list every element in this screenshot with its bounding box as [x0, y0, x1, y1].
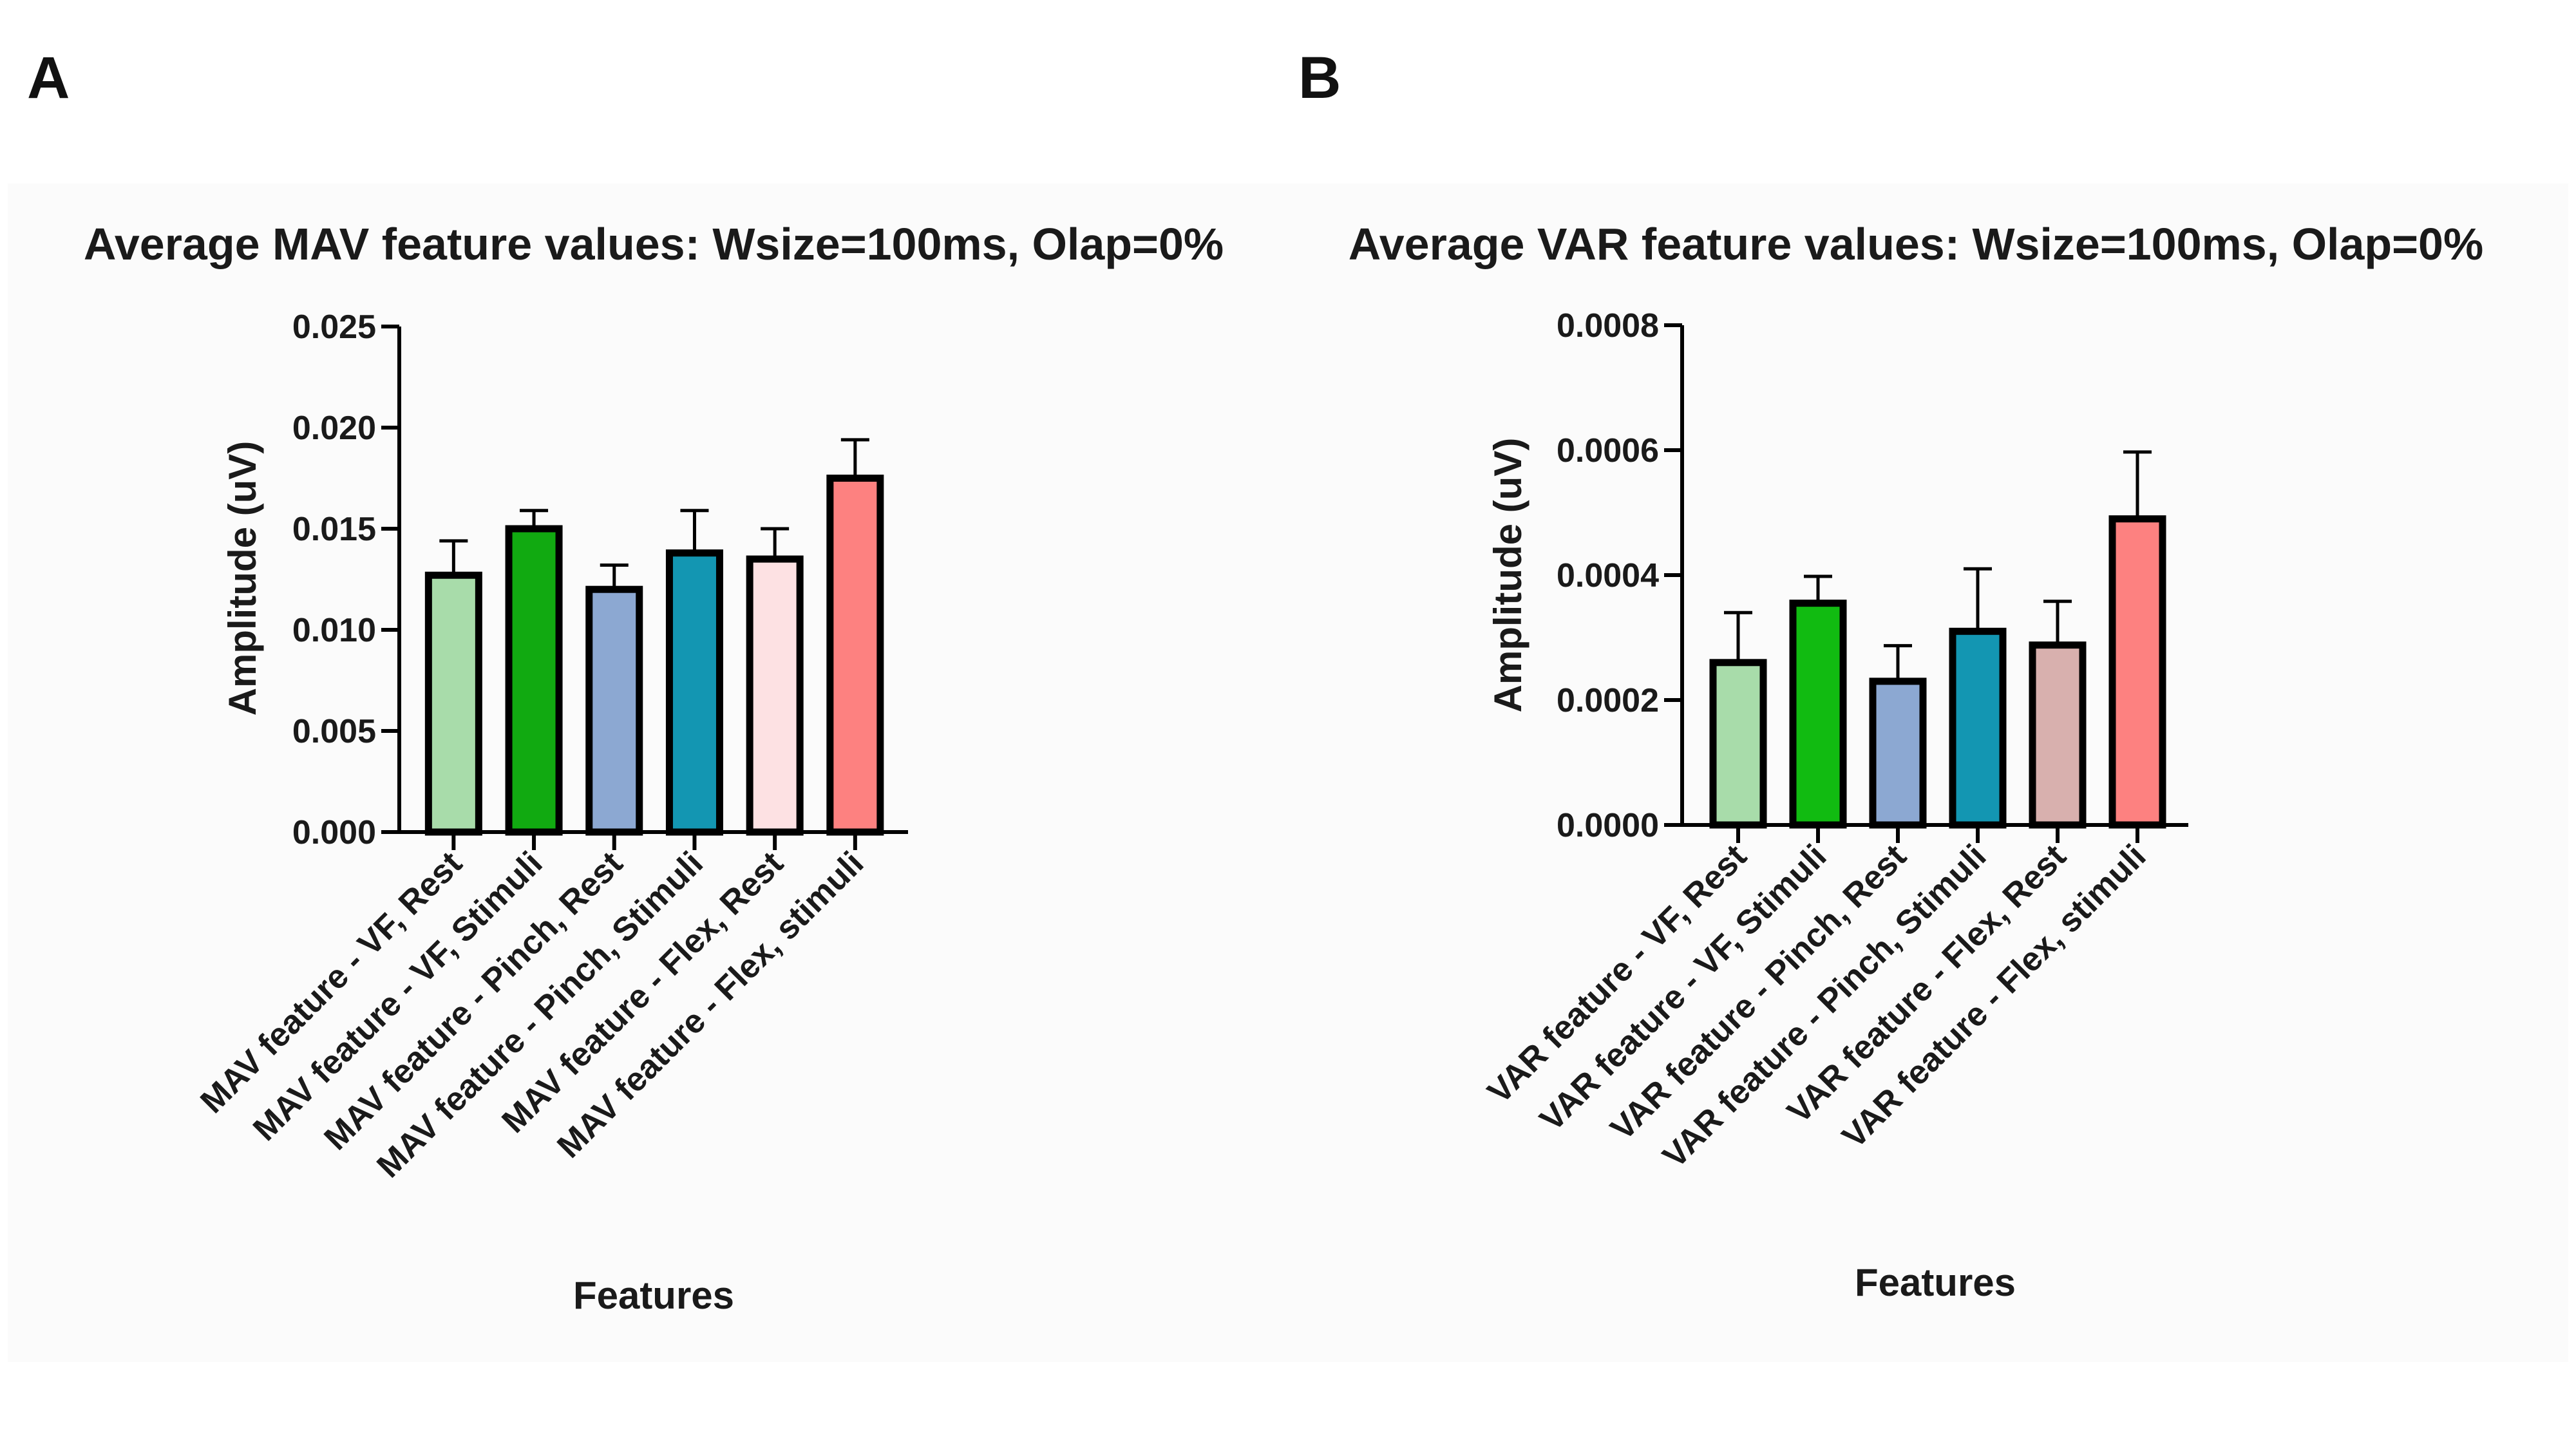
y-tick-label: 0.0004	[1557, 557, 1659, 594]
y-tick-label: 0.0006	[1557, 432, 1659, 469]
x-axis-label: Features	[573, 1274, 734, 1317]
chart-title: Average MAV feature values: Wsize=100ms,…	[84, 219, 1224, 269]
y-tick-label: 0.025	[292, 308, 376, 346]
figure-background	[8, 184, 2568, 1362]
chart-title: Average VAR feature values: Wsize=100ms,…	[1349, 219, 2483, 269]
bar	[826, 475, 884, 836]
panel-label-a: A	[27, 45, 70, 111]
bar	[1789, 600, 1847, 829]
y-tick-label: 0.000	[292, 814, 376, 851]
bar	[505, 525, 563, 836]
bar	[2029, 641, 2087, 829]
bar	[1949, 627, 2007, 829]
y-tick-label: 0.0000	[1557, 807, 1659, 844]
bar	[2108, 515, 2166, 829]
y-tick-label: 0.005	[292, 713, 376, 750]
y-tick-label: 0.0008	[1557, 307, 1659, 345]
y-tick-label: 0.010	[292, 612, 376, 649]
bar	[746, 555, 804, 836]
bar	[665, 549, 723, 836]
bar	[424, 571, 482, 836]
bar	[585, 585, 643, 836]
y-axis-label: Amplitude (uV)	[1486, 438, 1530, 713]
y-axis-label: Amplitude (uV)	[221, 441, 264, 716]
panel-label-b: B	[1298, 45, 1341, 111]
x-axis-label: Features	[1855, 1261, 2016, 1304]
y-tick-label: 0.020	[292, 410, 376, 447]
y-tick-label: 0.015	[292, 511, 376, 548]
bar	[1709, 659, 1767, 829]
bar	[1869, 677, 1927, 829]
y-tick-label: 0.0002	[1557, 682, 1659, 719]
